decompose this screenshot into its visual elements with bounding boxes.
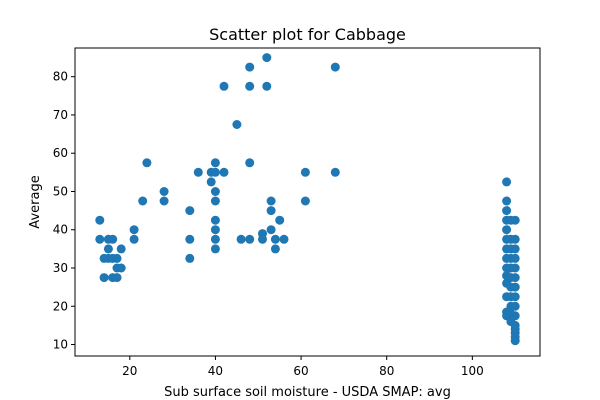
x-tick-label: 20 xyxy=(122,364,137,378)
data-point xyxy=(266,206,276,216)
data-point xyxy=(103,244,113,254)
data-point xyxy=(510,311,520,321)
data-point xyxy=(185,206,195,216)
y-axis-label: Average xyxy=(28,175,43,228)
y-tick-label: 20 xyxy=(53,299,68,313)
data-point xyxy=(258,234,267,244)
data-point xyxy=(159,187,169,196)
data-point xyxy=(210,158,220,168)
y-tick-label: 70 xyxy=(53,108,68,122)
data-point xyxy=(510,292,520,302)
data-point xyxy=(129,234,139,244)
data-point xyxy=(279,234,289,244)
data-point xyxy=(510,301,520,311)
x-tick-label: 40 xyxy=(208,364,223,378)
data-point xyxy=(95,234,105,244)
data-point xyxy=(275,215,285,225)
data-point xyxy=(245,81,255,91)
data-point xyxy=(116,263,126,273)
data-point xyxy=(138,196,148,206)
data-point xyxy=(210,244,220,254)
data-point xyxy=(502,177,512,187)
data-point xyxy=(510,273,520,283)
data-point xyxy=(193,167,203,177)
data-point xyxy=(502,225,512,235)
data-point xyxy=(116,244,126,254)
data-point xyxy=(502,196,512,206)
chart-title: Scatter plot for Cabbage xyxy=(209,25,406,44)
data-point xyxy=(210,215,220,225)
data-point xyxy=(245,234,255,244)
y-tick-label: 60 xyxy=(53,146,68,160)
data-point xyxy=(502,206,512,216)
points-layer xyxy=(95,53,520,346)
data-point xyxy=(510,263,520,273)
data-point xyxy=(270,234,280,244)
data-point xyxy=(266,225,276,235)
data-point xyxy=(108,234,118,244)
data-point xyxy=(99,273,109,283)
data-point xyxy=(219,167,229,177)
data-point xyxy=(210,225,220,235)
data-point xyxy=(245,158,255,168)
data-point xyxy=(185,253,195,263)
x-tick-label: 60 xyxy=(293,364,308,378)
data-point xyxy=(262,81,272,91)
y-tick-label: 80 xyxy=(53,70,68,84)
plot-frame xyxy=(74,47,541,357)
data-point xyxy=(510,244,520,254)
y-tick-label: 30 xyxy=(53,261,68,275)
data-point xyxy=(210,167,220,177)
data-point xyxy=(236,234,246,244)
data-point xyxy=(232,120,242,129)
data-point xyxy=(95,215,105,225)
data-point xyxy=(112,273,122,283)
data-point xyxy=(219,81,229,91)
data-point xyxy=(266,196,276,206)
y-axis-ticks: 10 20 30 40 50 60 70 80 xyxy=(53,70,75,352)
data-point xyxy=(262,53,272,63)
data-point xyxy=(510,282,520,292)
x-axis-ticks: 20 40 60 80 100 xyxy=(122,356,484,378)
data-point xyxy=(300,196,310,206)
x-axis-label: Sub surface soil moisture - USDA SMAP: a… xyxy=(164,385,451,400)
data-point xyxy=(510,215,520,225)
data-point xyxy=(142,158,152,168)
data-point xyxy=(210,196,220,206)
data-point xyxy=(112,253,122,263)
data-point xyxy=(510,234,520,244)
data-point xyxy=(510,253,520,263)
data-point xyxy=(330,62,340,72)
data-point xyxy=(270,244,280,254)
data-point xyxy=(129,225,139,235)
data-point xyxy=(300,167,310,177)
y-tick-label: 50 xyxy=(53,184,68,198)
data-point xyxy=(210,234,220,244)
data-point xyxy=(210,187,220,196)
x-tick-label: 100 xyxy=(461,364,484,378)
data-point xyxy=(510,336,520,346)
data-point xyxy=(330,167,340,177)
x-tick-label: 80 xyxy=(379,364,394,378)
data-point xyxy=(159,196,169,206)
data-point xyxy=(185,234,195,244)
data-point xyxy=(206,177,216,187)
y-tick-label: 10 xyxy=(53,338,68,352)
y-tick-label: 40 xyxy=(53,223,68,237)
data-point xyxy=(245,62,255,72)
